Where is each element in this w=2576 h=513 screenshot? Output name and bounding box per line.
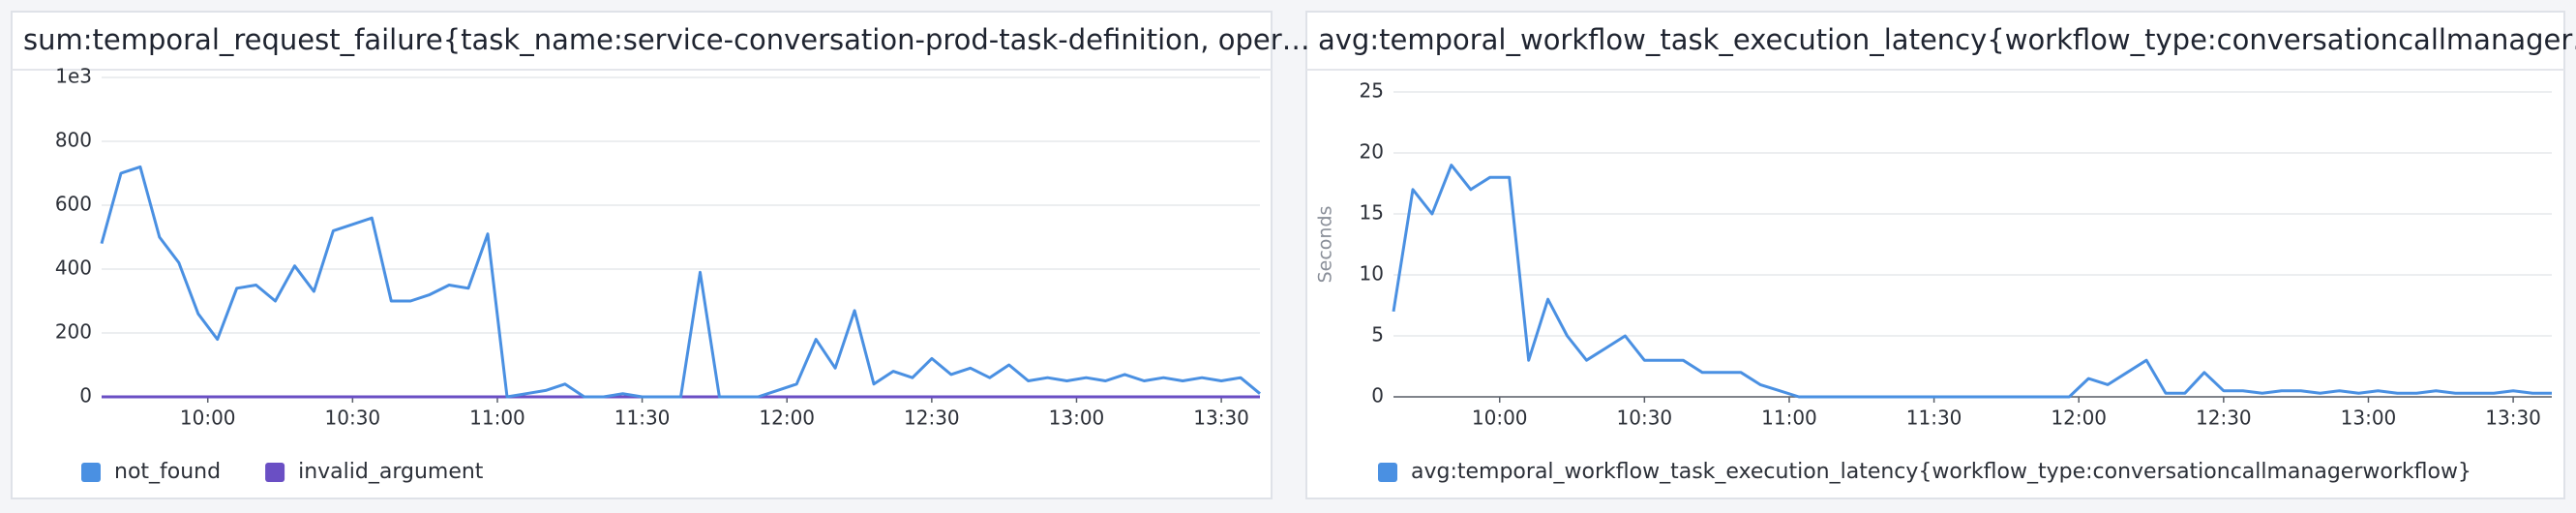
x-tick-label: 13:00: [1049, 407, 1105, 430]
y-tick-label: 400: [55, 256, 92, 280]
y-tick-label: 200: [55, 320, 92, 344]
y-tick-label: 800: [55, 129, 92, 152]
x-tick-label: 11:30: [1906, 407, 1962, 430]
y-axis-label: Seconds: [1315, 206, 1336, 284]
x-tick-label: 10:00: [180, 407, 236, 430]
panel-title: avg:temporal_workflow_task_execution_lat…: [1318, 23, 2576, 56]
legend-label: avg:temporal_workflow_task_execution_lat…: [1411, 460, 2471, 484]
legend-label: invalid_argument: [298, 460, 484, 484]
x-tick-label: 12:00: [2051, 407, 2107, 430]
legend-swatch: [265, 463, 285, 482]
y-tick-label: 0: [1371, 384, 1384, 407]
y-tick-label: 15: [1360, 201, 1384, 225]
series-line: [100, 165, 1261, 399]
x-tick-label: 11:00: [1761, 407, 1817, 430]
panel: [1305, 11, 2565, 499]
x-tick-label: 12:30: [2196, 407, 2252, 430]
panel: [11, 11, 1273, 499]
x-tick-label: 11:00: [469, 407, 525, 430]
x-tick-label: 13:30: [1193, 407, 1249, 430]
x-tick-label: 13:00: [2341, 407, 2397, 430]
y-tick-label: 600: [55, 193, 92, 216]
y-tick-label: 0: [79, 384, 92, 407]
y-tick-label: 1e3: [55, 65, 92, 88]
x-tick-label: 13:30: [2485, 407, 2541, 430]
x-tick-label: 10:00: [1472, 407, 1528, 430]
x-tick-label: 10:30: [1617, 407, 1673, 430]
y-tick-label: 5: [1371, 323, 1384, 347]
series-line: [1392, 164, 2552, 399]
legend-label: not_found: [114, 460, 221, 484]
x-tick-label: 11:30: [614, 407, 671, 430]
x-tick-label: 12:30: [904, 407, 960, 430]
x-tick-label: 10:30: [325, 407, 381, 430]
panel-title: sum:temporal_request_failure{task_name:s…: [23, 23, 1310, 56]
x-tick-label: 12:00: [759, 407, 815, 430]
legend-swatch: [81, 463, 101, 482]
y-tick-label: 10: [1360, 262, 1384, 286]
y-tick-label: 20: [1360, 140, 1384, 164]
y-tick-label: 25: [1360, 79, 1384, 103]
legend-swatch: [1378, 463, 1397, 482]
